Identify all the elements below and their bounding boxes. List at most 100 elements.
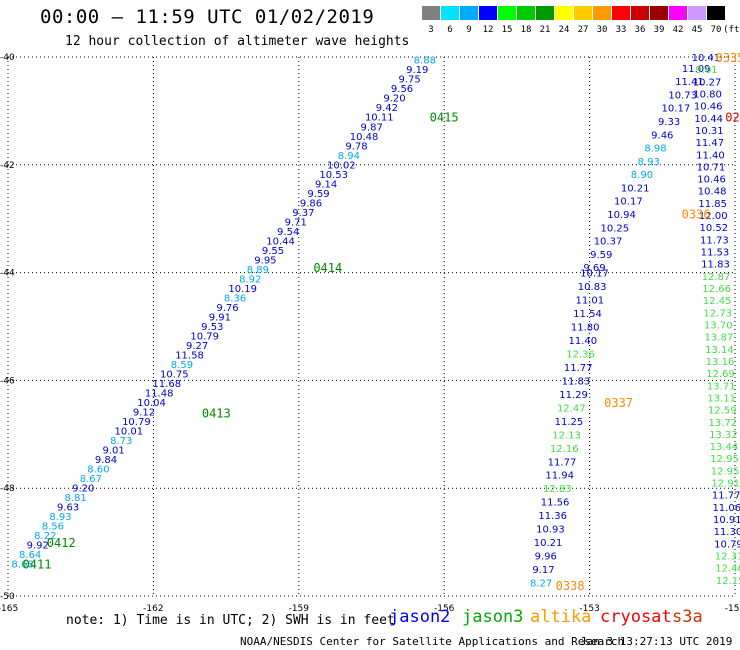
swh-value: 12.83 (543, 484, 572, 495)
lon-tick-label: -159 (289, 604, 310, 614)
swh-value: 11.83 (562, 376, 591, 387)
swh-value: 9.63 (57, 503, 79, 514)
swh-value: 10.80 (693, 89, 722, 100)
swh-value: 10.04 (137, 398, 166, 409)
swh-value: 10.94 (607, 210, 636, 221)
swh-value: 8.27 (530, 579, 552, 590)
swh-value: 8.89 (247, 265, 269, 276)
credit-text: NOAA/NESDIS Center for Satellite Applica… (240, 635, 625, 648)
swh-value: 10.44 (266, 236, 295, 247)
swh-value: 10.41 (692, 53, 721, 64)
swh-value: 8.56 (42, 522, 64, 533)
swh-value: 10.73 (668, 90, 697, 101)
swh-value: 12.00 (699, 211, 728, 222)
swh-value: 12.87 (702, 272, 731, 283)
swh-value: 13.72 (709, 418, 738, 429)
scale-label: 12 (482, 25, 494, 35)
swh-value: 12.95 (711, 466, 740, 477)
track-time-label: 0338 (556, 579, 585, 593)
swh-value: 9.37 (292, 208, 314, 219)
swh-value: 12.13 (552, 430, 581, 441)
swh-value: 10.83 (578, 282, 607, 293)
swh-value: 8.64 (19, 550, 41, 561)
scale-unit: (ft) (723, 25, 740, 35)
swh-value: 11.80 (571, 323, 600, 334)
lon-tick-label: -165 (0, 604, 18, 614)
swh-value: 10.48 (698, 187, 727, 198)
swh-value: 10.46 (697, 175, 726, 186)
map-subtitle: 12 hour collection of altimeter wave hei… (65, 34, 410, 49)
swh-value: 8.92 (239, 274, 261, 285)
swh-value: 13.16 (706, 357, 735, 368)
scale-swatch (574, 6, 592, 20)
scale-label: 3 (428, 25, 434, 35)
swh-value: 9.46 (651, 130, 673, 141)
lat-tick-label: -42 (0, 161, 15, 171)
note-text: note: 1) Time is in UTC; 2) SWH is in fe… (66, 613, 395, 628)
swh-value: 10.79 (714, 539, 740, 550)
scale-swatch (669, 6, 687, 20)
scale-swatch (536, 6, 554, 20)
scale-swatch (479, 6, 497, 20)
swh-value: 9.59 (307, 189, 329, 200)
scale-label: 42 (672, 25, 684, 35)
swh-value: 9.42 (376, 103, 398, 114)
swh-value: 9.92 (27, 541, 49, 552)
swh-value: 10.17 (662, 104, 691, 115)
swh-value: 12.15 (716, 576, 740, 587)
scale-swatch (631, 6, 649, 20)
satellite-label: cryosat (600, 607, 672, 627)
swh-value: 12.69 (706, 369, 735, 380)
swh-value: 10.21 (621, 183, 650, 194)
track-time-label: 0411 (23, 558, 52, 572)
swh-value: 10.17 (614, 197, 643, 208)
swh-value: 9.20 (72, 484, 94, 495)
track-time-label: 0414 (313, 261, 342, 275)
swh-value: 11.36 (538, 511, 567, 522)
swh-value: 12.59 (708, 406, 737, 417)
swh-value: 8.90 (631, 170, 653, 181)
scale-label: 27 (577, 25, 589, 35)
satellite-label: jason2 (389, 607, 451, 627)
scale-swatch (707, 6, 725, 20)
swh-value: 8.93 (638, 157, 660, 168)
swh-value: 12.91 (711, 479, 740, 490)
lat-tick-label: -40 (0, 53, 15, 63)
lon-tick-label: -150 (725, 604, 740, 614)
swh-value: 12.36 (566, 349, 595, 360)
scale-swatch (460, 6, 478, 20)
lat-tick-label: -50 (0, 592, 15, 602)
swh-value: 10.17 (580, 269, 609, 280)
track-time-label: 0337 (604, 396, 633, 410)
swh-value: 10.79 (122, 417, 151, 428)
scale-label: 33 (615, 25, 627, 35)
swh-value: 9.76 (216, 303, 238, 314)
swh-value: 9.53 (201, 322, 223, 333)
swh-value: 12.16 (550, 444, 579, 455)
swh-value: 8.22 (34, 531, 56, 542)
swh-value: 11.53 (701, 248, 730, 259)
scale-swatch (612, 6, 630, 20)
swh-value: 11.68 (152, 379, 181, 390)
swh-value: 11.06 (712, 503, 740, 514)
swh-value: 10.31 (695, 126, 724, 137)
swh-value: 10.52 (699, 223, 728, 234)
lon-tick-label: -156 (434, 604, 455, 614)
swh-value: 11.41 (675, 77, 704, 88)
swh-value: 11.56 (541, 498, 570, 509)
swh-value: 9.96 (535, 552, 557, 563)
swh-value: 12.66 (702, 284, 731, 295)
swh-value: 8.67 (80, 474, 102, 485)
swh-value: 10.48 (350, 132, 379, 143)
swh-value: 10.37 (594, 237, 623, 248)
swh-value: 11.73 (700, 235, 729, 246)
swh-value: 11.40 (569, 336, 598, 347)
swh-value: 8.68 (11, 560, 33, 571)
swh-value: 10.02 (327, 160, 356, 171)
swh-value: 8.93 (49, 512, 71, 523)
swh-value: 11.58 (175, 350, 204, 361)
swh-value: 10.19 (228, 284, 257, 295)
swh-value: 13.11 (707, 393, 736, 404)
swh-value: 8.81 (65, 493, 87, 504)
swh-value: 11.40 (696, 150, 725, 161)
